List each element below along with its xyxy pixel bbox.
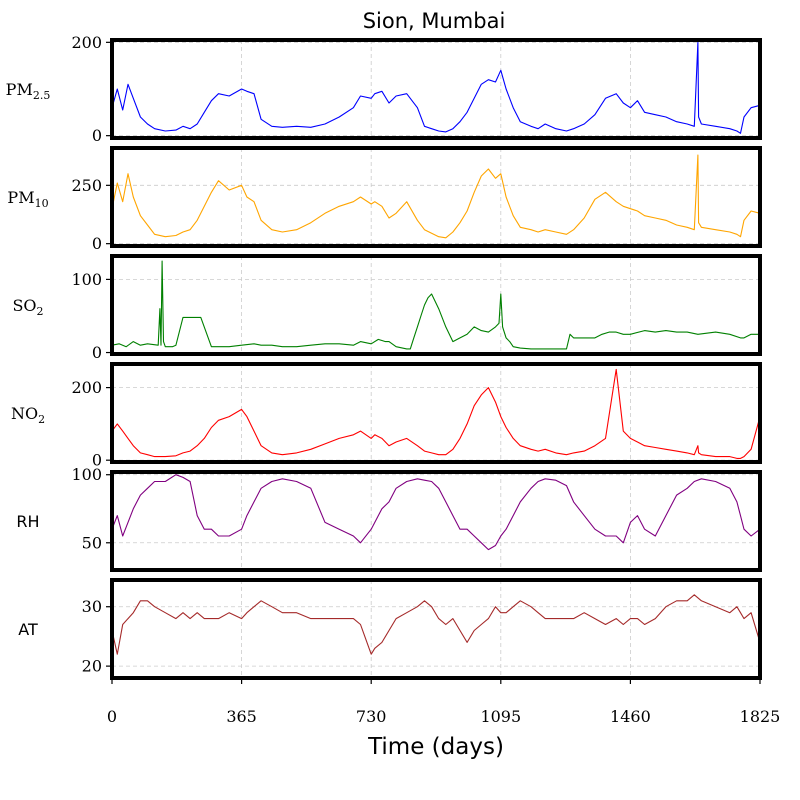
y-label-rh: RH — [16, 512, 39, 531]
x-tick-label: 730 — [356, 707, 387, 726]
y-label-pm10: PM10 — [7, 188, 48, 210]
panel-rh: 50 100 RH — [16, 465, 762, 572]
panel-so2: 0 100 SO2 — [12, 254, 762, 362]
x-axis: 0 365 730 1095 1460 1825 — [107, 678, 780, 726]
y-tick-label-so2: 0 — [92, 343, 102, 362]
y-label-so2: SO2 — [12, 296, 43, 318]
y-tick-label-no2: 0 — [92, 451, 102, 470]
panel-frame-pm25 — [110, 38, 762, 140]
panel-at: 20 30 AT — [18, 578, 762, 680]
y-tick-label-rh: 50 — [82, 533, 102, 552]
panel-frame-no2 — [110, 362, 762, 464]
panels: 0200PM2.50250PM100100SO20200NO250100RH20… — [6, 33, 762, 680]
x-tick-label: 0 — [107, 707, 117, 726]
x-tick-label: 1825 — [740, 707, 781, 726]
series-line-at — [111, 594, 761, 655]
series-line-no2 — [111, 368, 761, 459]
series-line-rh — [111, 474, 761, 551]
x-axis-label: Time (days) — [367, 734, 504, 760]
x-tick-label: 365 — [226, 707, 257, 726]
panel-frame-rh — [110, 470, 762, 572]
y-tick-label-at: 30 — [82, 597, 102, 616]
panel-no2: 0 200 NO2 — [11, 362, 762, 470]
panel-frame-so2 — [110, 254, 762, 356]
panel-frame-at — [110, 578, 762, 680]
y-tick-label-rh: 100 — [71, 465, 102, 484]
chart-title: Sion, Mumbai — [363, 9, 506, 33]
y-label-at: AT — [18, 620, 38, 639]
x-tick-label: 1460 — [610, 707, 651, 726]
series-line-pm25 — [111, 41, 761, 134]
y-label-pm25: PM2.5 — [6, 80, 51, 102]
y-tick-label-pm10: 250 — [71, 176, 102, 195]
y-tick-label-pm25: 0 — [92, 126, 102, 145]
y-tick-label-pm10: 0 — [92, 234, 102, 253]
panel-frame-pm10 — [110, 146, 762, 248]
y-tick-label-so2: 100 — [71, 270, 102, 289]
series-line-so2 — [111, 260, 760, 350]
y-tick-label-no2: 200 — [71, 378, 102, 397]
y-tick-label-at: 20 — [82, 657, 102, 676]
y-label-no2: NO2 — [11, 404, 45, 426]
panel-pm25: 0 200 PM2.5 — [6, 33, 762, 145]
y-tick-label-pm25: 200 — [71, 33, 102, 52]
panel-pm10: 0 250 PM10 — [7, 146, 762, 253]
series-line-pm10 — [111, 154, 761, 239]
x-tick-label: 1095 — [480, 707, 521, 726]
